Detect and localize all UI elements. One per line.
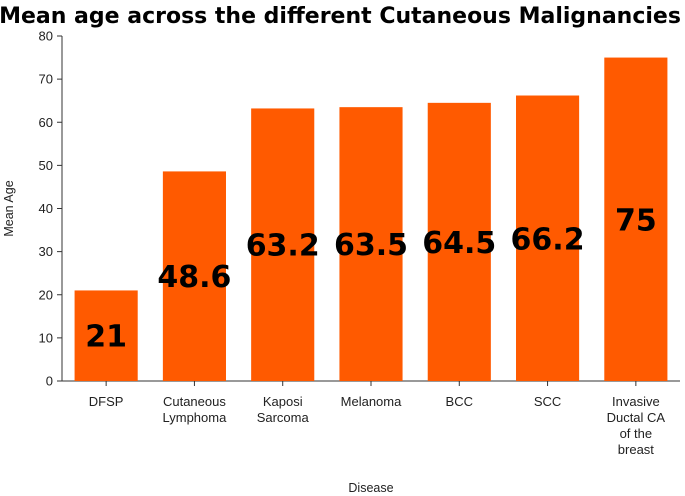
y-tick-label: 60 bbox=[39, 115, 53, 130]
y-tick-label: 50 bbox=[39, 158, 53, 173]
bar-value-label: 64.5 bbox=[422, 226, 496, 261]
bars: 21 48.6 63.2 63.5 64.5 66.2 75 bbox=[74, 57, 668, 381]
bar-value-label: 48.6 bbox=[157, 260, 231, 295]
bar-value-label: 75 bbox=[615, 203, 657, 238]
bar bbox=[74, 290, 138, 381]
bar bbox=[427, 102, 491, 381]
x-tick-label: Melanoma bbox=[341, 394, 402, 409]
x-tick-label: Kaposi Sarcoma bbox=[257, 394, 310, 425]
y-tick-label: 20 bbox=[39, 287, 53, 302]
y-tick-label: 0 bbox=[46, 374, 53, 389]
bar bbox=[339, 107, 403, 381]
y-axis-ticks: 0 10 20 30 40 50 60 70 80 bbox=[39, 29, 62, 389]
y-tick-label: 80 bbox=[39, 29, 53, 44]
x-tick-label: Invasive Ductal CA of the breast bbox=[607, 394, 666, 457]
y-axis-label: Mean Age bbox=[2, 180, 16, 236]
y-tick-label: 70 bbox=[39, 72, 53, 87]
bar-value-label: 63.2 bbox=[246, 229, 320, 264]
x-axis-category-labels: DFSP Cutaneous Lymphoma Kaposi Sarcoma Melano… bbox=[89, 381, 666, 457]
x-tick-label: Cutaneous Lymphoma bbox=[163, 394, 228, 425]
bar bbox=[516, 95, 580, 381]
bar-value-label: 66.2 bbox=[511, 222, 585, 257]
x-axis-label: Disease bbox=[348, 481, 393, 495]
bar bbox=[162, 171, 226, 381]
bar-value-label: 63.5 bbox=[334, 228, 408, 263]
x-tick-label: SCC bbox=[534, 394, 561, 409]
bar bbox=[604, 57, 668, 381]
bar bbox=[251, 108, 315, 381]
y-tick-label: 10 bbox=[39, 330, 53, 345]
x-tick-label: DFSP bbox=[89, 394, 124, 409]
y-tick-label: 30 bbox=[39, 244, 53, 259]
y-tick-label: 40 bbox=[39, 201, 53, 216]
chart-title: Mean age across the different Cutaneous … bbox=[0, 4, 681, 29]
x-tick-label: BCC bbox=[446, 394, 473, 409]
bar-value-label: 21 bbox=[85, 320, 127, 355]
